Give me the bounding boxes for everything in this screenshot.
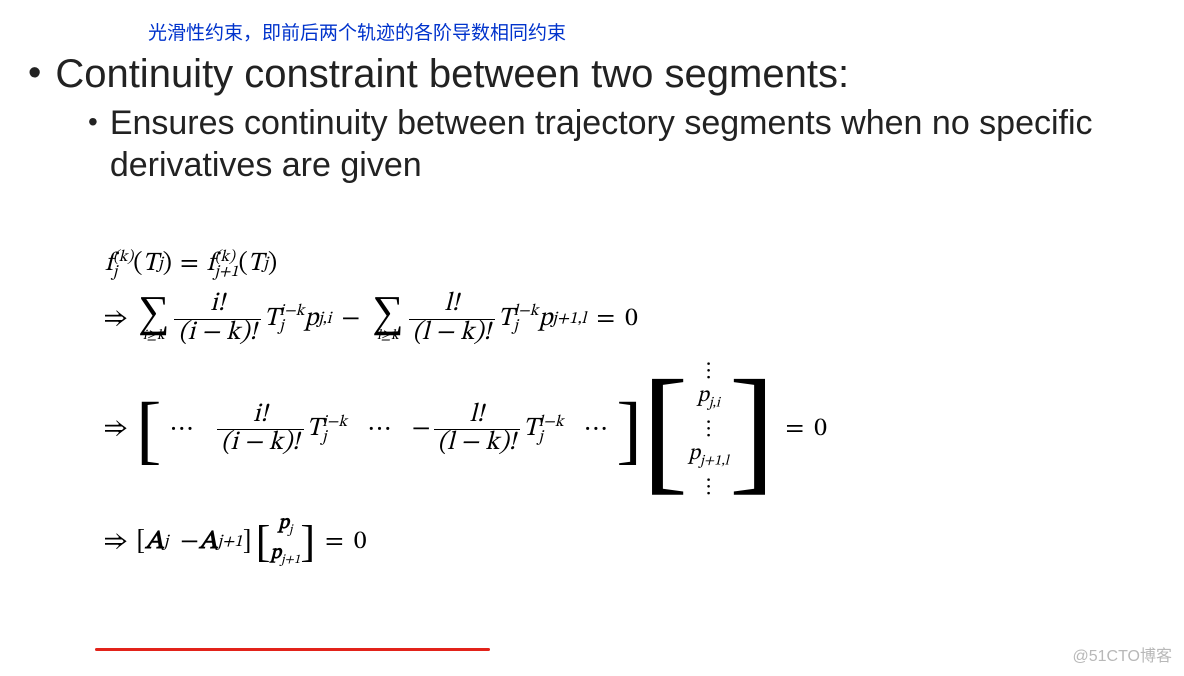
bullet-level2-text: Ensures continuity between trajectory se…	[110, 102, 1174, 186]
math-line-3: ⇒ [ ⋯ i! (i − k)! Ti−kj ⋯ − l! (l − k)! …	[105, 359, 1055, 500]
watermark-text: @51CTO博客	[1072, 642, 1172, 666]
slide-content: • Continuity constraint between two segm…	[28, 50, 1174, 186]
math-line-1: f(k)j (Tj) = f(k)j+1 (Tj)	[105, 248, 1055, 281]
bullet-dot-1: •	[28, 50, 55, 96]
math-line-4: ⇒ [ Aj − Aj+1 ] [ pj pj+1 ] = 0	[105, 512, 1055, 572]
sigma-1: ∑ i≥k	[138, 295, 169, 343]
bullet-dot-2: •	[88, 102, 110, 142]
math-line-2: ⇒ ∑ i≥k i! (i − k)! Ti−kj pj,i − ∑ l≥k l…	[105, 287, 1055, 351]
red-underline	[95, 648, 490, 651]
sigma-2: ∑ l≥k	[372, 295, 403, 343]
param-vector: ⋮ pj,i ⋮ pj+1,l ⋮	[688, 359, 729, 500]
bullet-level2-row: • Ensures continuity between trajectory …	[88, 102, 1174, 186]
bullet-level1-row: • Continuity constraint between two segm…	[28, 50, 1174, 98]
annotation-text: 光滑性约束，即前后两个轨迹的各阶导数相同约束	[148, 18, 566, 45]
frac-2: l! (l − k)!	[409, 291, 495, 347]
frac-1: i! (i − k)!	[174, 291, 260, 347]
math-block: f(k)j (Tj) = f(k)j+1 (Tj) ⇒ ∑ i≥k i! (i …	[105, 248, 1055, 572]
bullet-level1-text: Continuity constraint between two segmen…	[55, 50, 849, 98]
